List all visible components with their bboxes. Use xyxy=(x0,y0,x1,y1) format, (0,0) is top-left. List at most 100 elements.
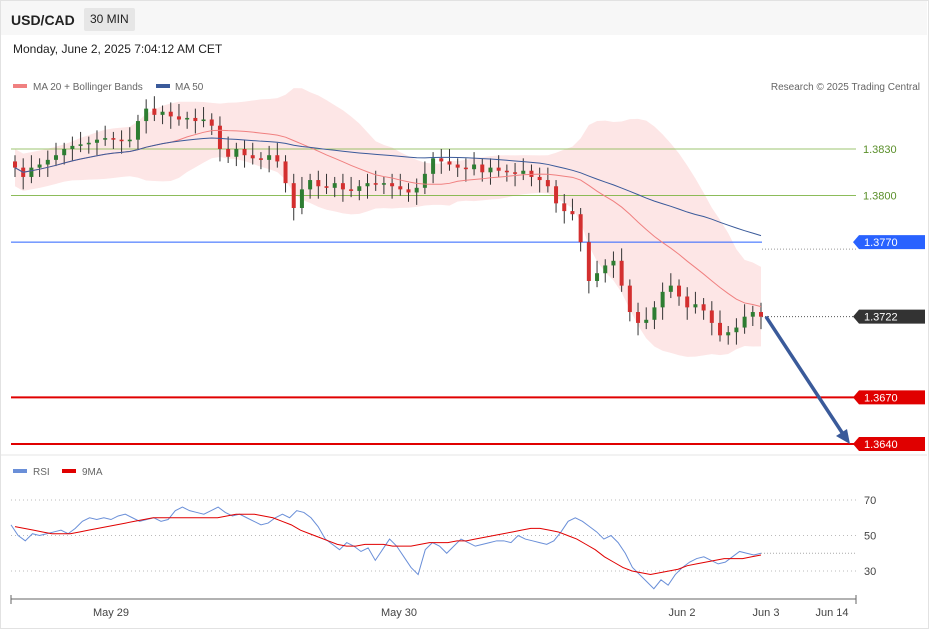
candle-down xyxy=(390,183,395,187)
candle-up xyxy=(488,167,493,173)
last-price-label: 1.3722 xyxy=(864,312,898,324)
candle-up xyxy=(734,327,739,333)
candle-up xyxy=(308,180,313,190)
candle-up xyxy=(652,307,657,320)
copyright-label: Research © 2025 Trading Central xyxy=(771,82,920,93)
candle-up xyxy=(472,164,477,170)
candle-up xyxy=(267,155,272,160)
candle-down xyxy=(759,312,763,317)
candle-down xyxy=(586,242,591,281)
candle-up xyxy=(644,319,649,323)
forecast-arrow-shaft xyxy=(764,315,845,435)
forecast-arrow xyxy=(764,315,850,444)
candle-down xyxy=(373,183,378,185)
candle-down xyxy=(709,310,714,323)
rsi-tick-label: 50 xyxy=(864,531,876,543)
candle-down xyxy=(513,172,518,174)
candle-down xyxy=(677,285,682,297)
candle-up xyxy=(78,144,83,146)
candle-up xyxy=(422,173,427,188)
rsi-line xyxy=(10,506,762,590)
ma50-line xyxy=(14,137,762,237)
candle-down xyxy=(504,170,509,173)
candle-down xyxy=(529,170,534,177)
support-tag xyxy=(853,437,925,451)
candle-up xyxy=(693,304,698,308)
x-tick-label: Jun 2 xyxy=(669,607,696,619)
candle-up xyxy=(611,260,616,266)
candle-down xyxy=(455,164,460,168)
candle-up xyxy=(357,186,362,191)
candle-up xyxy=(365,183,370,187)
resistance-label: 1.3830 xyxy=(863,144,897,156)
candle-up xyxy=(70,145,75,149)
candle-down xyxy=(250,155,255,159)
ma50-legend-label: MA 50 xyxy=(175,82,204,93)
candle-down xyxy=(13,161,17,168)
candle-down xyxy=(258,158,263,160)
candle-up xyxy=(521,170,526,174)
candle-down xyxy=(398,186,403,190)
timeframe-button[interactable]: 30 MIN xyxy=(84,8,135,31)
candle-up xyxy=(62,149,67,156)
candle-up xyxy=(135,121,140,140)
rsi-legend-label: RSI xyxy=(33,467,50,478)
candle-down xyxy=(537,176,542,181)
ma50-legend-swatch xyxy=(156,84,170,88)
datetime-label: Monday, June 2, 2025 7:04:12 AM CET xyxy=(13,42,223,56)
candle-up xyxy=(595,273,600,281)
candle-down xyxy=(119,139,124,142)
pivot-tag xyxy=(853,235,925,250)
pivot-label: 1.3770 xyxy=(864,237,898,249)
candle-up xyxy=(127,139,132,142)
candle-up xyxy=(53,155,58,160)
candle-down xyxy=(226,149,231,157)
candle-up xyxy=(750,312,755,317)
candle-down xyxy=(685,296,690,308)
candle-down xyxy=(578,214,583,243)
candle-up xyxy=(381,183,386,185)
ma20-legend-label: MA 20 + Bollinger Bands xyxy=(33,82,143,93)
candle-up xyxy=(37,164,42,168)
candle-down xyxy=(324,186,329,188)
candle-down xyxy=(496,167,501,171)
candle-down xyxy=(168,111,173,117)
candle-up xyxy=(660,291,665,308)
candle-down xyxy=(242,149,247,156)
moving-averages xyxy=(14,129,762,308)
candle-up xyxy=(234,149,239,157)
candle-down xyxy=(570,211,575,215)
rsi-legend-swatch xyxy=(13,469,27,473)
candle-down xyxy=(636,312,641,323)
support-label: 1.3670 xyxy=(864,392,898,404)
ma20-legend-swatch xyxy=(13,84,27,88)
candle-up xyxy=(299,189,304,208)
level-labels: 1.3830 1.3800 1.3770 1.3722 1.3670 1.3640 xyxy=(853,144,925,451)
candle-up xyxy=(431,158,436,174)
candle-down xyxy=(480,164,485,173)
rsi-ma-legend-swatch xyxy=(62,469,76,473)
candle-down xyxy=(111,138,116,140)
symbol-title: USD/CAD xyxy=(11,12,75,28)
candle-up xyxy=(160,111,165,115)
candle-down xyxy=(619,260,624,286)
candle-up xyxy=(742,316,747,328)
rsi-ma-legend-label: 9MA xyxy=(82,467,103,478)
last-price-tag xyxy=(853,309,925,324)
candle-up xyxy=(94,139,99,143)
candle-up xyxy=(332,183,337,188)
candle-up xyxy=(201,119,206,122)
x-tick-label: Jun 14 xyxy=(815,607,848,619)
rsi-ma-line xyxy=(14,513,762,576)
candle-up xyxy=(103,138,108,140)
bollinger-band-area xyxy=(15,88,761,357)
bollinger-bands xyxy=(15,88,761,357)
rsi-tick-label: 30 xyxy=(864,566,876,578)
candle-up xyxy=(603,265,608,274)
x-axis: May 29 May 30 Jun 2 Jun 3 Jun 14 xyxy=(10,595,857,619)
x-tick-label: May 30 xyxy=(381,607,417,619)
candle-down xyxy=(152,108,157,115)
x-tick-label: May 29 xyxy=(93,607,129,619)
candle-down xyxy=(217,125,222,149)
candle-down xyxy=(291,183,296,208)
